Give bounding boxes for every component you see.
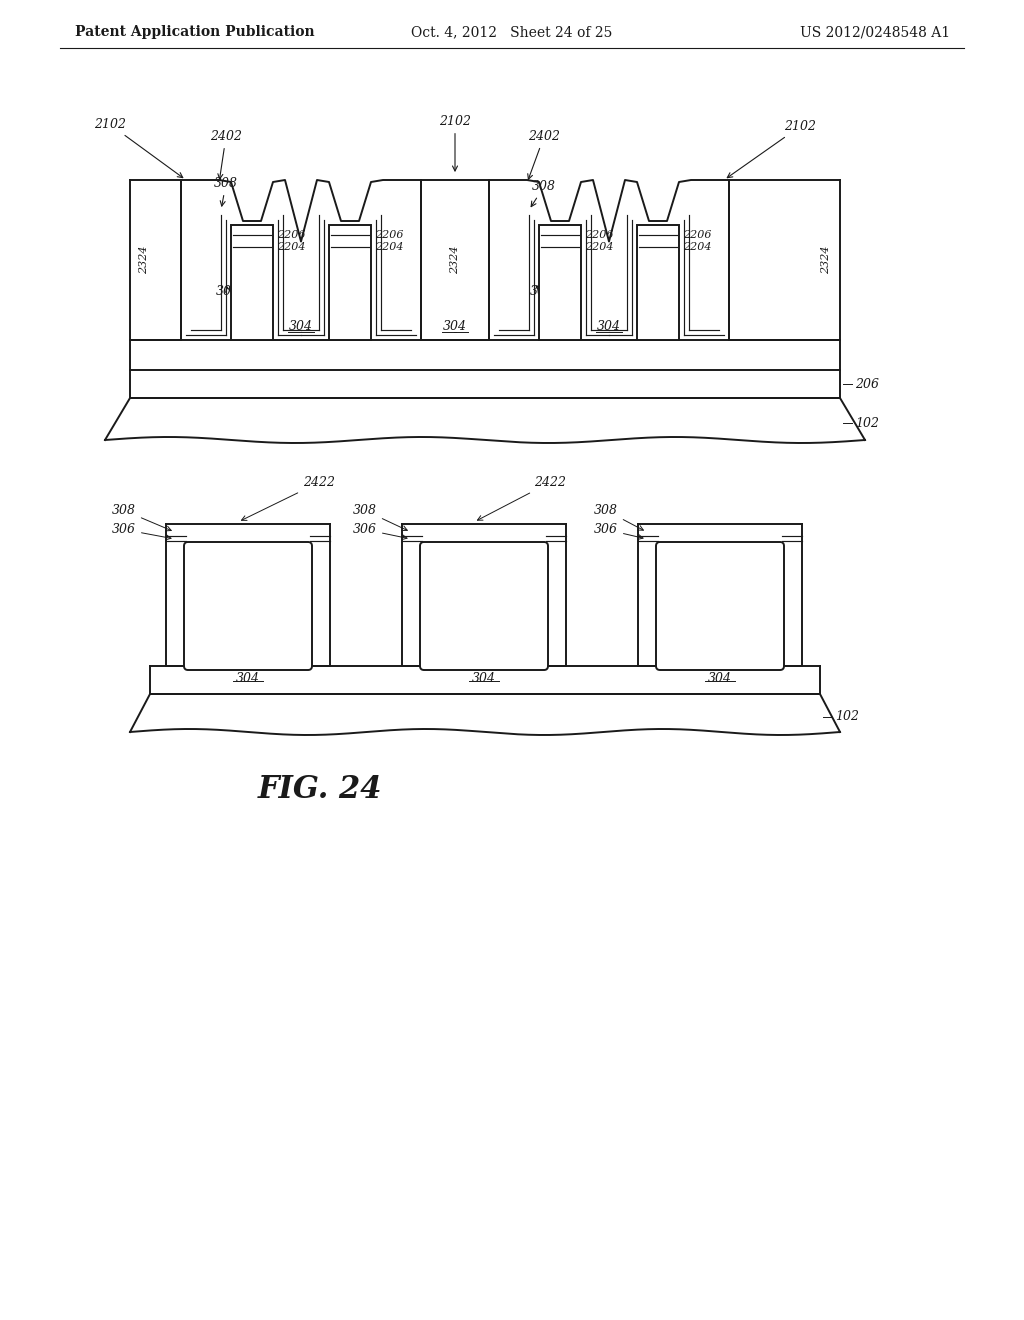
Text: 2102: 2102 [94, 117, 182, 178]
Text: US 2012/0248548 A1: US 2012/0248548 A1 [800, 25, 950, 40]
Text: 306: 306 [216, 285, 240, 298]
Text: 304: 304 [443, 319, 467, 333]
Text: 2206: 2206 [278, 230, 305, 240]
Text: 308: 308 [353, 504, 408, 531]
Text: 2102: 2102 [727, 120, 816, 178]
Text: 2206: 2206 [683, 230, 712, 240]
Text: 2206: 2206 [375, 230, 403, 240]
Text: 2324: 2324 [450, 246, 460, 275]
Text: 2324: 2324 [821, 246, 831, 275]
Text: 306: 306 [353, 523, 407, 540]
Text: 2402: 2402 [210, 129, 242, 180]
Bar [637, 224, 679, 341]
Text: Patent Application Publication: Patent Application Publication [75, 25, 314, 40]
FancyBboxPatch shape [184, 543, 312, 671]
Bar [329, 224, 371, 341]
Text: 2206: 2206 [585, 230, 613, 240]
Text: 2204: 2204 [585, 242, 613, 252]
Bar [231, 224, 273, 341]
Text: 2204: 2204 [375, 242, 403, 252]
Text: 304: 304 [236, 672, 260, 685]
Text: 308: 308 [112, 504, 171, 531]
Text: 2324: 2324 [139, 246, 150, 275]
Text: 306: 306 [112, 523, 171, 540]
Text: 308: 308 [531, 180, 556, 207]
Text: 304: 304 [597, 319, 621, 333]
Bar [539, 224, 581, 341]
Text: 308: 308 [214, 177, 238, 206]
Text: 2426: 2426 [705, 606, 736, 619]
Text: 306: 306 [594, 523, 643, 540]
Text: 2422: 2422 [477, 477, 566, 520]
Text: 308: 308 [594, 504, 643, 531]
Text: Oct. 4, 2012   Sheet 24 of 25: Oct. 4, 2012 Sheet 24 of 25 [412, 25, 612, 40]
Text: 306: 306 [530, 285, 554, 298]
Text: 2422: 2422 [242, 477, 335, 520]
Text: 102: 102 [835, 710, 859, 723]
Text: 2402: 2402 [527, 129, 560, 180]
Text: 2204: 2204 [278, 242, 305, 252]
Text: 304: 304 [708, 672, 732, 685]
Text: 304: 304 [289, 319, 313, 333]
Text: 2426: 2426 [468, 606, 500, 619]
FancyBboxPatch shape [420, 543, 548, 671]
FancyBboxPatch shape [656, 543, 784, 671]
Text: 102: 102 [855, 417, 879, 430]
Text: 304: 304 [472, 672, 496, 685]
Text: 2204: 2204 [683, 242, 712, 252]
Text: 2102: 2102 [439, 115, 471, 172]
Text: 206: 206 [855, 378, 879, 391]
Text: FIG. 24: FIG. 24 [258, 775, 382, 805]
Text: 2426: 2426 [232, 606, 264, 619]
